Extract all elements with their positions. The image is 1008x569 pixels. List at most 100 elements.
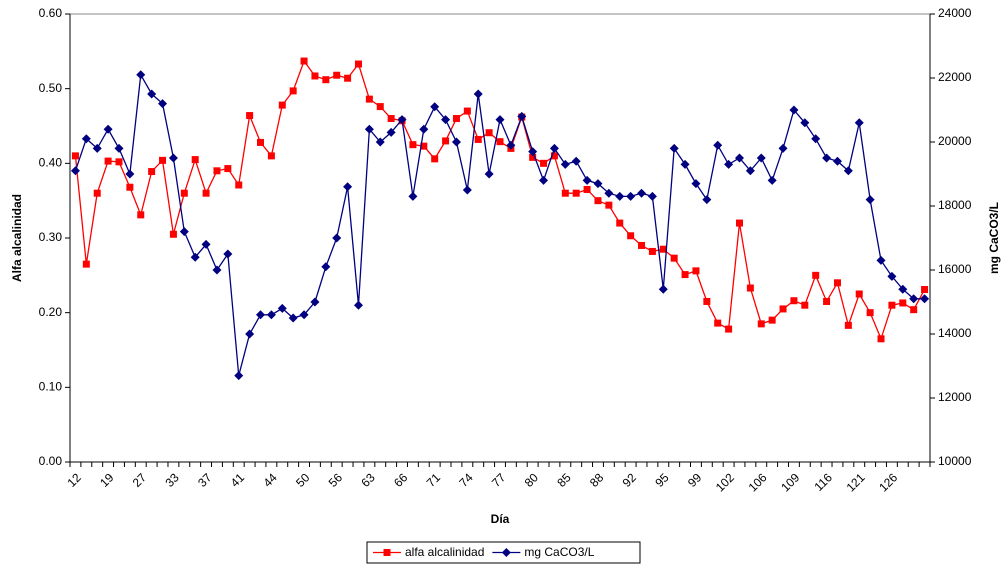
data-point <box>353 300 363 310</box>
data-point <box>495 115 505 125</box>
x-tick-label: 80 <box>522 470 542 490</box>
legend-marker <box>501 548 511 557</box>
data-point <box>550 152 558 160</box>
data-point <box>452 115 460 123</box>
data-point <box>713 140 723 150</box>
data-point <box>887 271 897 281</box>
data-point <box>811 134 821 144</box>
x-tick-label: 44 <box>260 470 280 490</box>
x-tick-label: 74 <box>456 470 476 490</box>
data-point <box>703 297 711 305</box>
data-point <box>180 189 188 197</box>
data-point <box>451 137 461 147</box>
x-tick-label: 95 <box>652 470 672 490</box>
data-point <box>71 152 79 160</box>
data-point <box>594 197 602 205</box>
y-tick-label: 0.00 <box>39 454 63 468</box>
y-axis-title: Alfa alcalinidad <box>10 194 24 282</box>
data-point <box>81 134 91 144</box>
data-point <box>582 175 592 185</box>
data-point <box>572 189 580 197</box>
data-point <box>213 167 221 175</box>
legend-marker <box>383 549 391 556</box>
data-point <box>528 147 538 157</box>
x-tick-label: 126 <box>876 470 900 494</box>
x-tick-label: 77 <box>489 470 509 490</box>
data-point <box>734 153 744 163</box>
data-point <box>103 124 113 134</box>
data-point <box>136 70 146 80</box>
data-point <box>724 159 734 169</box>
data-point <box>148 168 156 176</box>
data-point <box>224 165 232 173</box>
y2-tick-label: 12000 <box>938 390 972 404</box>
data-point <box>789 105 799 115</box>
x-tick-label: 50 <box>293 470 313 490</box>
x-tick-label: 116 <box>812 470 836 494</box>
data-point <box>234 371 244 381</box>
data-point <box>670 254 678 262</box>
data-point <box>137 211 145 219</box>
data-point <box>725 325 733 333</box>
data-point <box>463 107 471 115</box>
data-point <box>801 301 809 309</box>
data-point <box>757 320 765 328</box>
data-point <box>387 115 395 123</box>
data-point <box>920 294 930 304</box>
data-point <box>332 233 342 243</box>
data-point <box>375 137 385 147</box>
y-tick-label: 0.20 <box>39 305 63 319</box>
x-tick-label: 92 <box>620 470 640 490</box>
data-point <box>909 294 919 304</box>
data-point <box>540 159 548 167</box>
data-point <box>277 303 287 313</box>
data-point <box>855 290 863 298</box>
data-point <box>517 111 527 121</box>
x-tick-label: 56 <box>326 470 346 490</box>
data-point <box>898 284 908 294</box>
data-point <box>746 284 754 292</box>
data-point <box>637 188 647 198</box>
data-point <box>692 267 700 275</box>
data-point <box>311 72 319 80</box>
data-point <box>179 227 189 237</box>
y-tick-label: 0.50 <box>39 81 63 95</box>
data-point <box>549 143 559 153</box>
data-point <box>790 297 798 305</box>
data-point <box>627 232 635 240</box>
data-point <box>843 166 853 176</box>
y-tick-label: 0.30 <box>39 230 63 244</box>
data-point <box>615 191 625 201</box>
data-point <box>409 141 417 149</box>
data-point <box>431 155 439 163</box>
data-point <box>638 241 646 249</box>
data-point <box>169 230 177 238</box>
x-tick-label: 71 <box>424 470 444 490</box>
y2-tick-label: 14000 <box>938 326 972 340</box>
data-point <box>899 299 907 307</box>
data-point <box>714 319 722 327</box>
data-point <box>168 153 178 163</box>
data-point <box>245 329 255 339</box>
data-point <box>126 183 134 191</box>
data-point <box>647 191 657 201</box>
data-point <box>648 247 656 255</box>
data-point <box>462 185 472 195</box>
y2-tick-label: 16000 <box>938 262 972 276</box>
data-point <box>125 169 135 179</box>
data-point <box>767 175 777 185</box>
data-point <box>364 124 374 134</box>
y2-tick-label: 10000 <box>938 454 972 468</box>
x-tick-label: 41 <box>228 470 248 490</box>
plot-frame <box>69 13 931 463</box>
x-tick-label: 121 <box>844 470 868 494</box>
data-point <box>877 335 885 343</box>
data-point <box>82 260 90 268</box>
x-tick-label: 109 <box>778 470 802 494</box>
data-point <box>822 153 832 163</box>
data-point <box>865 195 875 205</box>
series-line <box>74 59 926 341</box>
data-point <box>833 279 841 287</box>
data-point <box>354 60 362 68</box>
data-point <box>496 138 504 146</box>
